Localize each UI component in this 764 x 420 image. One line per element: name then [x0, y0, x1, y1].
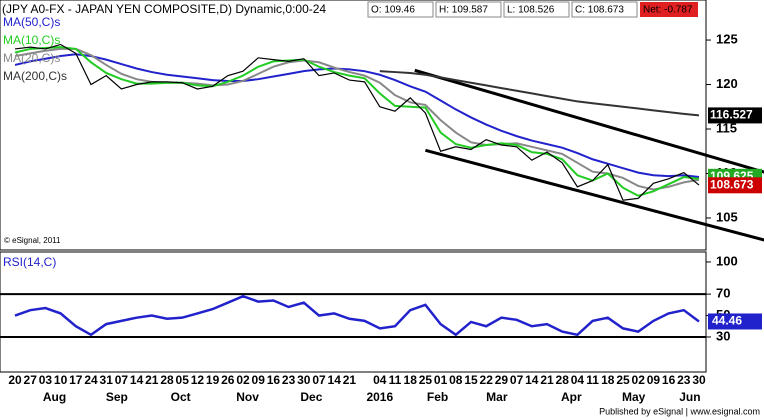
x-tick-label: 21 — [540, 373, 554, 387]
x-tick-label: 09 — [647, 373, 661, 387]
footer: Published by eSignal | www.esignal.com — [599, 406, 760, 416]
x-tick-label: 16 — [267, 373, 281, 387]
legend-entry: MA(200,C)s — [3, 69, 67, 83]
month-label: May — [622, 390, 646, 404]
x-tick-label: 14 — [130, 373, 144, 387]
y-tick-label: 115 — [716, 120, 737, 135]
x-tick-label: 07 — [510, 373, 524, 387]
x-tick-label: 15 — [464, 373, 478, 387]
y-tick-label: 100 — [716, 253, 738, 268]
x-tick-label: 10 — [54, 373, 68, 387]
last-value-label: 108.673 — [710, 177, 754, 191]
x-tick-label: 11 — [389, 373, 402, 387]
quote-field: H: 109.587 — [439, 5, 488, 16]
y-tick-label: 30 — [716, 328, 730, 343]
trendline — [414, 68, 764, 174]
x-tick-label: 04 — [571, 373, 585, 387]
x-tick-label: 27 — [24, 373, 38, 387]
x-tick-label: 11 — [586, 373, 599, 387]
ma-line — [379, 70, 700, 117]
x-tick-label: 21 — [343, 373, 357, 387]
x-tick-label: 02 — [632, 373, 646, 387]
quote-box — [571, 1, 638, 18]
x-tick-label: 26 — [221, 373, 235, 387]
quote-field: O: 109.46 — [371, 5, 415, 16]
last-value-label: 44.46 — [712, 314, 742, 328]
x-tick-label: 01 — [434, 373, 448, 387]
net-box — [640, 2, 698, 17]
y-tick-label: 125 — [716, 31, 738, 46]
panel-title: RSI(14,C) — [3, 255, 56, 269]
x-tick-label: 23 — [282, 373, 296, 387]
y-tick-label: 70 — [716, 286, 730, 301]
x-tick-label: 28 — [160, 373, 174, 387]
x-tick-label: 03 — [39, 373, 53, 387]
legend-entry: MA(20,C)s — [3, 51, 60, 65]
x-tick-label: 29 — [495, 373, 509, 387]
x-tick-label: 20 — [8, 373, 22, 387]
quote-box — [503, 1, 570, 18]
rsi-panel — [0, 251, 707, 373]
ma-line — [14, 53, 700, 179]
x-tick-label: 14 — [328, 373, 342, 387]
month-label: Feb — [427, 390, 448, 404]
chart-title: (JPY A0-FX - JAPAN YEN COMPOSITE,D) Dyna… — [2, 2, 326, 16]
last-value-label: 116.527 — [710, 108, 753, 122]
price-panel — [0, 0, 707, 251]
x-tick-label: 04 — [373, 373, 387, 387]
x-tick-label: 02 — [236, 373, 250, 387]
x-tick-label: 18 — [404, 373, 418, 387]
x-tick-label: 22 — [480, 373, 494, 387]
month-label: Oct — [171, 390, 191, 404]
x-tick-label: 30 — [692, 373, 706, 387]
x-tick-label: 09 — [252, 373, 266, 387]
x-tick-label: 19 — [206, 373, 220, 387]
x-tick-label: 17 — [69, 373, 83, 387]
x-tick-label: 14 — [525, 373, 539, 387]
trendline — [425, 148, 764, 242]
x-tick-label: 23 — [677, 373, 691, 387]
x-tick-label: 24 — [84, 373, 98, 387]
ma-line — [14, 47, 700, 191]
last-value-box — [708, 107, 762, 124]
x-tick-label: 07 — [115, 373, 129, 387]
month-label: Apr — [561, 390, 582, 404]
x-tick-label: 07 — [312, 373, 326, 387]
net-field: Net: -0.787 — [643, 5, 693, 16]
month-label: Nov — [236, 390, 259, 404]
x-tick-label: 21 — [145, 373, 159, 387]
month-label: Sep — [106, 390, 128, 404]
legend-entry: MA(50,C)s — [3, 15, 60, 29]
x-tick-label: 25 — [616, 373, 630, 387]
quote-box — [367, 1, 434, 18]
quote-field: L: 108.526 — [507, 5, 555, 16]
y-tick-label: 120 — [716, 76, 738, 91]
month-label: Aug — [43, 390, 66, 404]
rsi-line — [14, 294, 700, 337]
month-label: Dec — [300, 390, 322, 404]
x-tick-label: 31 — [100, 373, 114, 387]
quote-box — [435, 1, 502, 18]
credit: © eSignal, 2011 — [4, 236, 61, 245]
month-label: Mar — [486, 390, 508, 404]
x-tick-label: 28 — [556, 373, 570, 387]
legend-entry: MA(10,C)s — [3, 33, 60, 47]
month-label: 2016 — [366, 390, 393, 404]
x-tick-label: 16 — [662, 373, 676, 387]
x-tick-label: 30 — [297, 373, 311, 387]
price-line — [14, 43, 700, 201]
month-label: Jun — [679, 390, 700, 404]
x-tick-label: 25 — [419, 373, 433, 387]
x-tick-label: 12 — [191, 373, 205, 387]
x-tick-label: 05 — [176, 373, 190, 387]
quote-field: C: 108.673 — [575, 5, 624, 16]
y-tick-label: 105 — [716, 209, 738, 224]
last-value-box — [708, 313, 762, 330]
ma-line — [14, 46, 700, 197]
x-tick-label: 08 — [449, 373, 463, 387]
last-value-box — [708, 177, 762, 194]
x-tick-label: 18 — [601, 373, 615, 387]
